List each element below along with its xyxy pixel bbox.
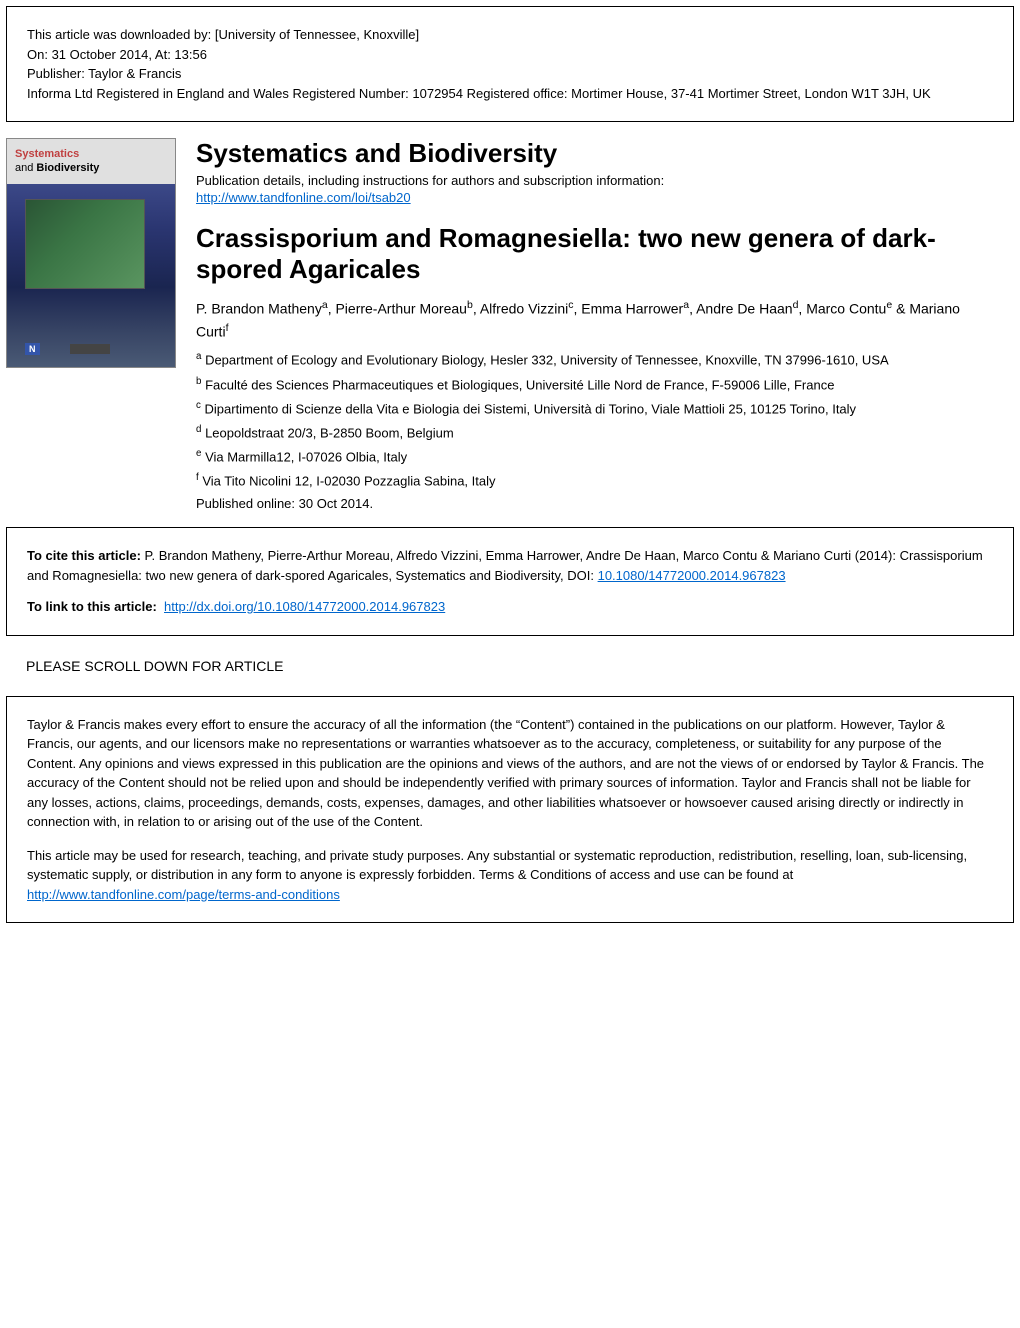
- cover-logo-left: N: [25, 343, 40, 355]
- cite-article: To cite this article: P. Brandon Matheny…: [27, 546, 993, 585]
- link-label: To link to this article:: [27, 599, 157, 614]
- terms-para2-text: This article may be used for research, t…: [27, 848, 967, 883]
- affiliation-d: d Leopoldstraat 20/3, B-2850 Boom, Belgi…: [196, 422, 994, 444]
- publisher: Publisher: Taylor & Francis: [27, 64, 993, 84]
- article-title: Crassisporium and Romagnesiella: two new…: [196, 223, 994, 285]
- cover-footer: N: [25, 341, 155, 357]
- terms-box: Taylor & Francis makes every effort to e…: [6, 696, 1014, 924]
- cover-systematics: Systematics: [15, 148, 79, 160]
- published-date: Published online: 30 Oct 2014.: [196, 496, 994, 511]
- publication-details: Publication details, including instructi…: [196, 173, 994, 188]
- main-content: Systematics and Biodiversity N Systemati…: [0, 128, 1020, 521]
- downloaded-by: This article was downloaded by: [Univers…: [27, 25, 993, 45]
- doi-link[interactable]: 10.1080/14772000.2014.967823: [598, 568, 786, 583]
- terms-para2: This article may be used for research, t…: [27, 846, 993, 905]
- authors: P. Brandon Mathenya, Pierre-Arthur Morea…: [196, 297, 994, 343]
- affiliation-f: f Via Tito Nicolini 12, I-02030 Pozzagli…: [196, 470, 994, 492]
- cover-image: Systematics and Biodiversity N: [6, 138, 176, 368]
- cover-logo-right: [70, 344, 110, 354]
- download-date: On: 31 October 2014, At: 13:56: [27, 45, 993, 65]
- cover-photo: [25, 199, 145, 289]
- journal-url: http://www.tandfonline.com/loi/tsab20: [196, 190, 994, 205]
- journal-title: Systematics and Biodiversity: [196, 138, 994, 169]
- affiliation-b: b Faculté des Sciences Pharmaceutiques e…: [196, 374, 994, 396]
- link-url[interactable]: http://dx.doi.org/10.1080/14772000.2014.…: [164, 599, 445, 614]
- scroll-heading: PLEASE SCROLL DOWN FOR ARTICLE: [26, 658, 1014, 674]
- link-article: To link to this article: http://dx.doi.o…: [27, 597, 993, 617]
- affiliation-e: e Via Marmilla12, I-07026 Olbia, Italy: [196, 446, 994, 468]
- download-header: This article was downloaded by: [Univers…: [6, 6, 1014, 122]
- affiliation-c: c Dipartimento di Scienze della Vita e B…: [196, 398, 994, 420]
- citation-box: To cite this article: P. Brandon Matheny…: [6, 527, 1014, 636]
- cite-text: P. Brandon Matheny, Pierre-Arthur Moreau…: [27, 548, 983, 583]
- journal-url-link[interactable]: http://www.tandfonline.com/loi/tsab20: [196, 190, 411, 205]
- registration: Informa Ltd Registered in England and Wa…: [27, 84, 993, 104]
- affiliation-a: a Department of Ecology and Evolutionary…: [196, 349, 994, 371]
- cover-biodiversity: Biodiversity: [36, 162, 99, 174]
- terms-para1: Taylor & Francis makes every effort to e…: [27, 715, 993, 832]
- cite-label: To cite this article:: [27, 548, 141, 563]
- journal-cover: Systematics and Biodiversity N: [6, 138, 176, 511]
- terms-link[interactable]: http://www.tandfonline.com/page/terms-an…: [27, 887, 340, 902]
- cover-title-bar: Systematics and Biodiversity: [7, 139, 175, 184]
- cover-and: and: [15, 162, 33, 174]
- article-info: Systematics and Biodiversity Publication…: [196, 138, 1014, 511]
